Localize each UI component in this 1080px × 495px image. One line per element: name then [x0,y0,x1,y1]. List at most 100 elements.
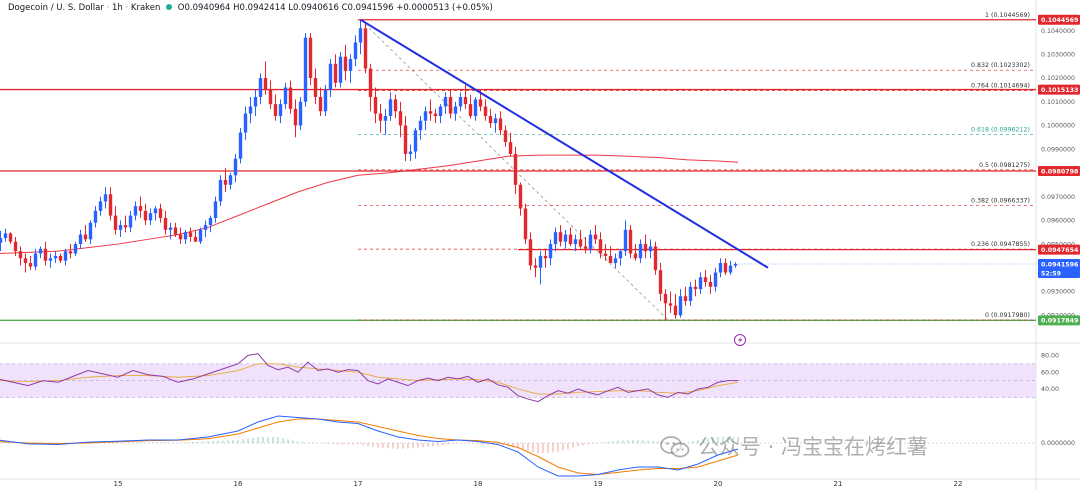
time-axis-label: 15 [114,480,123,488]
candle-body [143,210,148,221]
candle-body [473,99,478,116]
candle-body [528,239,533,266]
candle-body [408,151,413,154]
price-level-badge [1038,315,1080,326]
candle-body [678,296,683,316]
candle-body [373,97,378,114]
candle-body [463,97,468,105]
candle-body [163,217,168,230]
candle-body [483,106,488,116]
candle-body [63,251,68,261]
price-axis-label: 0.1040000 [1041,28,1075,35]
candle-body [438,106,443,116]
candle-body [603,253,608,256]
price-level-badge [1038,84,1080,95]
candle-body [398,111,403,126]
candle-body [208,217,213,226]
candle-body [318,97,323,112]
exchange-label: Kraken [130,3,161,13]
candle-body [343,56,348,71]
candle-body [183,232,188,240]
candle-body [563,234,568,242]
candle-body [718,263,723,273]
candle-body [308,37,313,79]
candle-body [108,194,113,216]
last-price-text: 0.0941596 [1041,261,1079,268]
price-level-badge-text: 0.0917849 [1041,318,1078,325]
candle-body [548,244,553,259]
candle-body [448,97,453,114]
candle-body [568,234,573,245]
candle-body [333,63,338,83]
candle-body [653,246,658,271]
fib-level-label: 0 (0.0917980) [985,312,1030,319]
watermark: 公众号 · 冯宝宝在烤红薯 [660,431,928,461]
candle-body [138,206,143,211]
candle-body [658,270,663,294]
candle-body [233,158,238,176]
candle-body [573,239,578,245]
candle-body [683,296,688,301]
candle-body [13,241,18,252]
candle-body [458,97,463,107]
candle-body [8,233,13,242]
price-level-badge-text: 0.0947654 [1041,247,1079,254]
candle-body [248,106,253,114]
candle-body [698,277,703,290]
candle-body [303,37,308,102]
candle-body [513,153,518,185]
candle-body [578,239,583,247]
candle-body [673,305,678,316]
candle-body [223,180,228,185]
price-axis-label: 0.1030000 [1041,52,1075,59]
candle-body [533,265,538,268]
candle-body [413,130,418,152]
candle-body [278,104,283,116]
time-axis-label: 19 [594,480,603,488]
candle-body [298,101,303,126]
candle-body [353,42,358,60]
candle-body [283,87,288,105]
candle-body [503,130,508,143]
candle-body [393,99,398,112]
candle-body [268,89,273,105]
candle-body [258,78,263,98]
candle-body [18,251,23,259]
candle-body [118,225,123,230]
fib-level-label: 0.382 (0.0966337) [971,197,1030,204]
candle-body [523,208,528,240]
macd-line [0,415,739,477]
candle-body [228,175,233,185]
candle-body [93,210,98,223]
candle-body [668,303,673,306]
candle-body [728,265,733,273]
candle-body [608,255,613,264]
rsi-axis-label: 40.00 [1041,386,1059,393]
candle-body [363,28,368,69]
candle-body [58,255,63,261]
candle-body [293,108,298,126]
candle-body [78,234,83,245]
price-axis-label: 0.0990000 [1041,146,1075,153]
price-axis-label: 0.0930000 [1041,289,1075,296]
candle-body [158,208,163,218]
candle-body [113,215,118,230]
candle-body [218,180,223,202]
candle-body [3,233,8,239]
candle-body [508,142,513,154]
price-axis-label: 0.0960000 [1041,218,1075,225]
price-level-badge [1038,14,1080,25]
candle-body [388,99,393,116]
candle-body [188,232,193,237]
candle-body [328,63,333,90]
candle-body [43,248,48,261]
candle-body [633,253,638,259]
time-axis-label: 22 [954,480,963,488]
candle-body [418,120,423,131]
candle-body [478,99,483,107]
chart-header: Dogecoin / U. S. Dollar · 1h · Kraken O0… [8,3,493,13]
time-axis-label: 17 [354,480,363,488]
candle-body [628,229,633,254]
